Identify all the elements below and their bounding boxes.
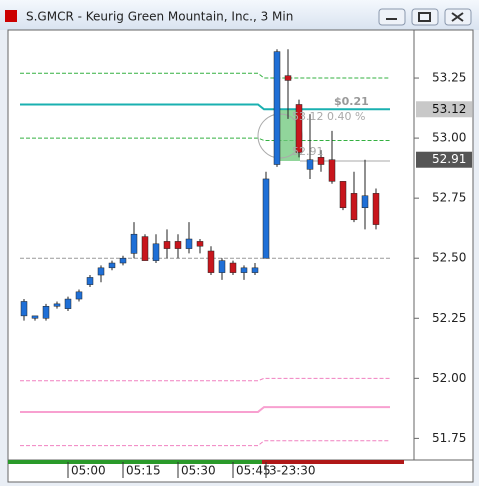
measure-box <box>277 110 300 161</box>
candle-body <box>196 241 204 247</box>
candle-body <box>141 236 149 261</box>
candle-body <box>240 267 248 273</box>
price-tag-label: 53.12 <box>432 102 466 116</box>
candle-body <box>306 159 314 170</box>
x-tick-label: 05:45 <box>236 464 271 478</box>
window-buttons[interactable] <box>378 8 472 26</box>
candle-body <box>218 260 226 273</box>
maximize-button[interactable] <box>411 8 439 26</box>
candle-body <box>361 195 369 209</box>
candle-body <box>86 277 94 285</box>
price-tag <box>416 151 472 168</box>
level-line <box>20 137 390 142</box>
price-axis <box>413 29 474 461</box>
y-tick-label: 52.75 <box>432 191 466 205</box>
window-title: S.GMCR - Keurig Green Mountain, Inc., 3 … <box>26 10 293 24</box>
session-bar <box>262 460 404 464</box>
y-tick-label: 52.00 <box>432 371 466 385</box>
y-tick-label: 52.25 <box>432 311 466 325</box>
candle-body <box>97 267 105 276</box>
candle-body <box>64 298 72 309</box>
candle-body <box>273 51 281 165</box>
candle-body <box>350 193 358 221</box>
candle-body <box>75 291 83 300</box>
candle-body <box>372 193 380 225</box>
candle-body <box>53 303 61 307</box>
level-line <box>20 72 390 79</box>
candle-body <box>251 267 259 273</box>
y-tick-label: 53.00 <box>432 131 466 145</box>
y-tick-label: 52.50 <box>432 251 466 265</box>
price-tag-label: 52.91 <box>432 152 466 166</box>
y-tick-label: 51.75 <box>432 431 466 445</box>
candle-body <box>339 181 347 209</box>
candle-body <box>152 243 160 261</box>
x-tick-label: 3-23:30 <box>269 464 316 478</box>
candle-body <box>163 241 171 249</box>
session-bar <box>8 460 262 464</box>
candle-body <box>42 306 50 319</box>
annotation: 52.91 <box>292 145 324 158</box>
candle-body <box>284 75 292 81</box>
candle-body <box>317 157 325 165</box>
x-tick-label: 05:30 <box>181 464 216 478</box>
level-line <box>20 377 390 382</box>
y-tick-label: 53.25 <box>432 71 466 85</box>
level-line <box>20 440 390 447</box>
annotation: $0.21 <box>334 95 369 108</box>
candle-body <box>229 262 237 273</box>
candle-body <box>185 238 193 249</box>
x-tick-label: 05:00 <box>71 464 106 478</box>
candle-body <box>328 159 336 182</box>
minimize-button[interactable] <box>378 8 406 26</box>
annotation: 53.12 0.40 % <box>292 110 365 123</box>
candle-body <box>207 250 215 273</box>
candle-body <box>119 257 127 264</box>
candle-body <box>262 178 270 259</box>
candle-body <box>20 301 28 317</box>
candle-body <box>174 241 182 249</box>
candle-body <box>295 104 303 153</box>
level-line <box>20 103 390 111</box>
app-icon <box>5 10 17 22</box>
candle-body <box>31 315 39 319</box>
candle-body <box>130 233 138 254</box>
price-tag <box>416 101 472 118</box>
x-tick-label: 05:15 <box>126 464 161 478</box>
level-line <box>20 406 390 413</box>
candle-body <box>108 262 116 269</box>
